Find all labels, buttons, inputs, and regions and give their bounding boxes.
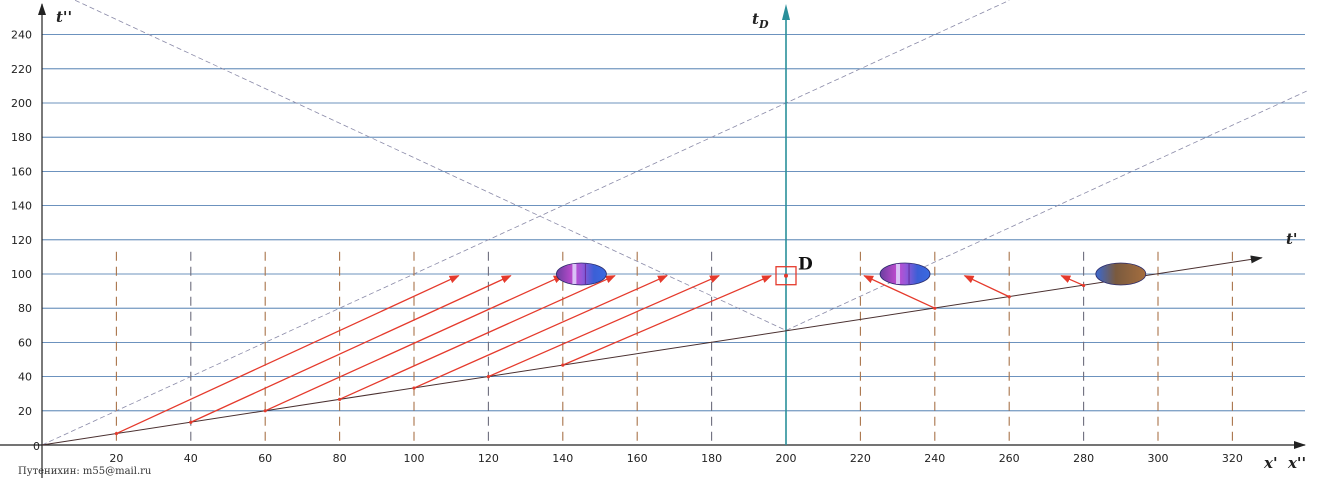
x-tick-200: 200	[776, 452, 797, 465]
ship-window-0	[572, 264, 577, 284]
y-tick-240: 240	[11, 29, 32, 42]
signal-arrow-0	[116, 275, 460, 435]
light-cone-line-1	[73, 0, 787, 331]
signal-origin-6	[561, 363, 565, 367]
y-axis-label: t''	[56, 8, 72, 26]
x-axis-label: x' x''	[1263, 454, 1306, 472]
x-tick-120: 120	[478, 452, 499, 465]
ship-marker-2	[1095, 262, 1147, 286]
td-axis-label: tD	[752, 10, 769, 31]
ship-marker-1	[879, 262, 931, 286]
signal-origin-1	[189, 420, 193, 424]
light-cone-line-2	[785, 90, 1307, 331]
y-tick-180: 180	[11, 131, 32, 144]
light-cone-lines	[41, 0, 1307, 446]
signal-arrow-6	[562, 275, 773, 366]
y-tick-160: 160	[11, 165, 32, 178]
y-tick-60: 60	[18, 336, 32, 349]
t-prime-label: t'	[1286, 230, 1298, 248]
ship-body-1	[879, 262, 931, 286]
x-tick-280: 280	[1073, 452, 1094, 465]
signal-arrow-5	[488, 275, 720, 378]
signal-arrow-2	[264, 275, 564, 412]
horizontal-grid-lines	[42, 34, 1305, 412]
point-d-dot	[784, 273, 788, 278]
signal-origin-9	[1082, 283, 1086, 288]
td-axis-label-sub: D	[758, 18, 769, 31]
y-tick-140: 140	[11, 200, 32, 213]
signal-origin-7	[933, 306, 937, 310]
ship-body-0	[556, 262, 607, 286]
x-tick-260: 260	[999, 452, 1020, 465]
td-axis-arrowhead	[782, 4, 790, 20]
y-tick-220: 220	[11, 63, 32, 76]
signal-origin-0	[114, 431, 118, 436]
x-tick-240: 240	[924, 452, 945, 465]
signal-arrows	[114, 275, 1086, 436]
signal-arrow-7	[863, 275, 936, 309]
signal-origin-2	[263, 409, 267, 413]
signal-arrow-8	[963, 275, 1010, 298]
td-axis-label-main: t	[752, 10, 759, 28]
signal-origin-3	[338, 397, 342, 401]
x-tick-40: 40	[184, 452, 198, 465]
ship-body-2	[1095, 262, 1147, 286]
ship-markers	[556, 262, 1147, 286]
signal-arrow-3	[339, 275, 616, 400]
y-tick-80: 80	[18, 302, 32, 315]
y-tick-40: 40	[18, 371, 32, 384]
x-tick-300: 300	[1148, 452, 1169, 465]
signal-arrow-4	[413, 275, 668, 389]
x-tick-160: 160	[627, 452, 648, 465]
ship-marker-0	[556, 262, 607, 286]
signal-arrow-1	[190, 275, 512, 423]
point-d-label: D	[798, 255, 813, 275]
author-credit: Путенихин: m55@mail.ru	[18, 466, 152, 477]
y-tick-120: 120	[11, 234, 32, 247]
x-tick-80: 80	[333, 452, 347, 465]
signal-origin-8	[1007, 295, 1011, 299]
x-tick-220: 220	[850, 452, 871, 465]
signal-arrow-9	[1060, 275, 1084, 287]
y-tick-20: 20	[18, 405, 32, 418]
x-tick-140: 140	[552, 452, 573, 465]
x-tick-20: 20	[109, 452, 123, 465]
ship-window-1	[896, 264, 901, 284]
x-tick-320: 320	[1222, 452, 1243, 465]
y-tick-200: 200	[11, 97, 32, 110]
t-prime-worldline	[41, 255, 1263, 446]
y-tick-100: 100	[11, 268, 32, 281]
signal-origin-5	[486, 375, 490, 379]
x-tick-180: 180	[701, 452, 722, 465]
axis-tick-labels: 20 40 60 80 100 120 140 160 180 200 220 240 260 280 30…	[11, 29, 1243, 465]
light-cone-line-0	[41, 0, 1010, 446]
signal-origin-4	[412, 386, 416, 390]
origin-label: 0	[33, 440, 40, 453]
point-d-marker	[775, 266, 797, 286]
x-tick-60: 60	[258, 452, 272, 465]
x-tick-100: 100	[404, 452, 425, 465]
